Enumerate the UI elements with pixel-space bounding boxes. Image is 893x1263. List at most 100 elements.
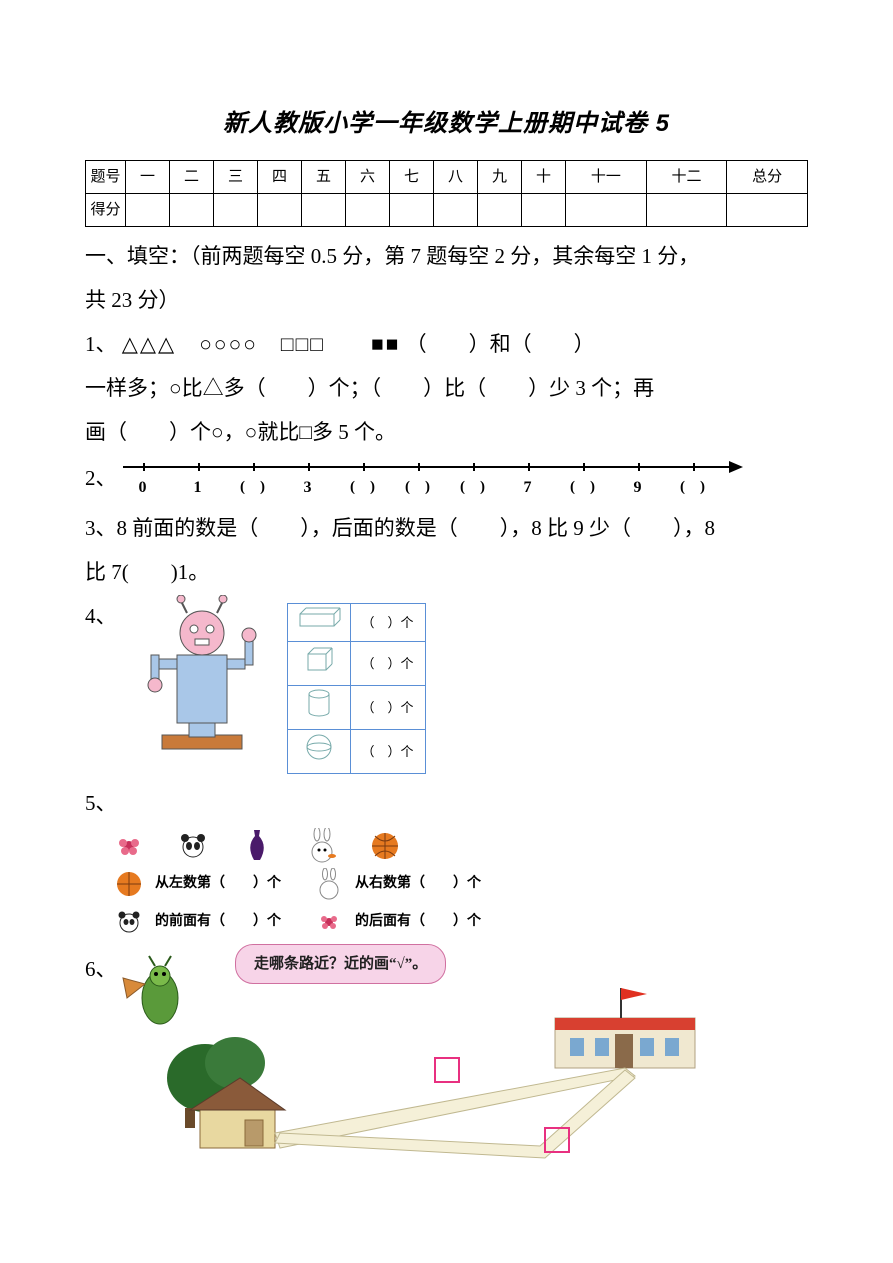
tick xyxy=(473,463,475,471)
th-0: 题号 xyxy=(86,161,126,194)
flower-icon xyxy=(113,830,145,862)
tick-blank: ( ) xyxy=(570,472,595,502)
basketball-icon xyxy=(369,830,401,862)
panda-icon xyxy=(113,906,145,938)
q6-wrap: 6、 走哪条路近？近的画“√”。 xyxy=(85,948,808,1192)
tick-blank: ( ) xyxy=(680,472,705,502)
tick xyxy=(528,463,530,471)
th-8: 八 xyxy=(434,161,478,194)
shape-count-table: （ ）个 （ ）个 （ ）个 （ ）个 xyxy=(287,603,426,774)
rabbit-icon xyxy=(313,868,345,900)
tick xyxy=(363,463,365,471)
tick xyxy=(198,463,200,471)
flower-icon xyxy=(313,906,345,938)
panda-icon xyxy=(177,830,209,862)
rabbit-icon xyxy=(305,830,337,862)
q4-wrap: 4、 （ ）个 （ ）个 （ ）个 （ ）个 xyxy=(85,595,808,774)
score-value-row: 得分 xyxy=(86,194,808,227)
tick xyxy=(638,463,640,471)
cube-icon xyxy=(287,642,350,686)
tick-label: 0 xyxy=(139,472,147,504)
q5-r1-t2: 从右数第（ ）个 xyxy=(355,870,481,898)
tick-label: 1 xyxy=(194,472,202,504)
score-8 xyxy=(434,194,478,227)
th-11: 十一 xyxy=(566,161,647,194)
tick-label: 9 xyxy=(634,472,642,504)
score-table: 题号 一 二 三 四 五 六 七 八 九 十 十一 十二 总分 得分 xyxy=(85,160,808,227)
tick-blank: ( ) xyxy=(350,472,375,502)
sphere-icon xyxy=(287,730,350,774)
arrow-icon xyxy=(729,461,743,473)
score-1 xyxy=(126,194,170,227)
sphere-count: （ ）个 xyxy=(350,730,425,774)
tick xyxy=(418,463,420,471)
score-12 xyxy=(646,194,727,227)
tick-blank: ( ) xyxy=(460,472,485,502)
basketball-icon xyxy=(113,868,145,900)
q3-line1: 3、8 前面的数是（ ），后面的数是（ ），8 比 9 少（ ），8 xyxy=(85,507,808,549)
tick-blank: ( ) xyxy=(240,472,265,502)
tick xyxy=(253,463,255,471)
score-7 xyxy=(390,194,434,227)
q1-line2: 一样多；○比△多（ ）个；（ ）比（ ）少 3 个；再 xyxy=(85,367,808,409)
q2-wrap: 2、 01( )3( )( )( )7( )9( ) xyxy=(85,457,808,499)
tick xyxy=(143,463,145,471)
th-13: 总分 xyxy=(727,161,808,194)
th-6: 六 xyxy=(346,161,390,194)
tick-blank: ( ) xyxy=(405,472,430,502)
q5-r1-t1: 从左数第（ ）个 xyxy=(155,870,281,898)
vase-icon xyxy=(241,830,273,862)
section-1: 一、填空：（前两题每空 0.5 分，第 7 题每空 2 分，其余每空 1 分， … xyxy=(85,235,808,1192)
score-5 xyxy=(302,194,346,227)
th-3: 三 xyxy=(214,161,258,194)
cylinder-count: （ ）个 xyxy=(350,686,425,730)
q5-r2-t1: 的前面有（ ）个 xyxy=(155,908,281,936)
th-10: 十 xyxy=(522,161,566,194)
tick xyxy=(693,463,695,471)
section1-heading-b: 共 23 分） xyxy=(85,279,808,321)
score-header-row: 题号 一 二 三 四 五 六 七 八 九 十 十一 十二 总分 xyxy=(86,161,808,194)
q5-r2-t2: 的后面有（ ）个 xyxy=(355,908,481,936)
th-4: 四 xyxy=(258,161,302,194)
score-total xyxy=(727,194,808,227)
score-3 xyxy=(214,194,258,227)
score-11 xyxy=(566,194,647,227)
th-1: 一 xyxy=(126,161,170,194)
score-6 xyxy=(346,194,390,227)
section1-heading-a: 一、填空：（前两题每空 0.5 分，第 7 题每空 2 分，其余每空 1 分， xyxy=(85,235,808,277)
q4-prefix: 4、 xyxy=(85,595,117,637)
q5-row-1: 从左数第（ ）个 从右数第（ ）个 xyxy=(113,868,808,900)
score-4 xyxy=(258,194,302,227)
robot-illustration xyxy=(137,595,267,755)
cylinder-icon xyxy=(287,686,350,730)
q5-prefix: 5、 xyxy=(85,791,117,815)
th-9: 九 xyxy=(478,161,522,194)
th-7: 七 xyxy=(390,161,434,194)
q5-icon-row xyxy=(113,830,808,862)
page-title: 新人教版小学一年级数学上册期中试卷 5 xyxy=(85,100,808,148)
q1-shapes: △△△ ○○○○ □□□ ■■ xyxy=(122,332,401,356)
q1-line3: 画（ ）个○，○就比□多 5 个。 xyxy=(85,411,808,453)
q2-prefix: 2、 xyxy=(85,457,117,499)
q5-row-2: 的前面有（ ）个 的后面有（ ）个 xyxy=(113,906,808,938)
q1-after: （ ）和（ ） xyxy=(406,332,595,356)
th-2: 二 xyxy=(170,161,214,194)
th-5: 五 xyxy=(302,161,346,194)
score-2 xyxy=(170,194,214,227)
tick-label: 7 xyxy=(524,472,532,504)
th-12: 十二 xyxy=(646,161,727,194)
q6-prefix: 6、 xyxy=(85,948,117,990)
score-10 xyxy=(522,194,566,227)
cuboid-count: （ ）个 xyxy=(350,604,425,642)
score-label: 得分 xyxy=(86,194,126,227)
number-line: 01( )3( )( )( )7( )9( ) xyxy=(123,458,743,498)
tick xyxy=(308,463,310,471)
cube-count: （ ）个 xyxy=(350,642,425,686)
speech-bubble: 走哪条路近？近的画“√”。 xyxy=(235,944,446,984)
q1-line1: 1、 △△△ ○○○○ □□□ ■■ （ ）和（ ） xyxy=(85,323,808,365)
q3-line2: 比 7( )1。 xyxy=(85,551,808,593)
tick xyxy=(583,463,585,471)
score-9 xyxy=(478,194,522,227)
cuboid-icon xyxy=(287,604,350,642)
q5-wrap: 5、 从左数第（ ）个 从右数第（ ）个 的前面有（ ）个 的后面有（ ）个 xyxy=(85,782,808,938)
